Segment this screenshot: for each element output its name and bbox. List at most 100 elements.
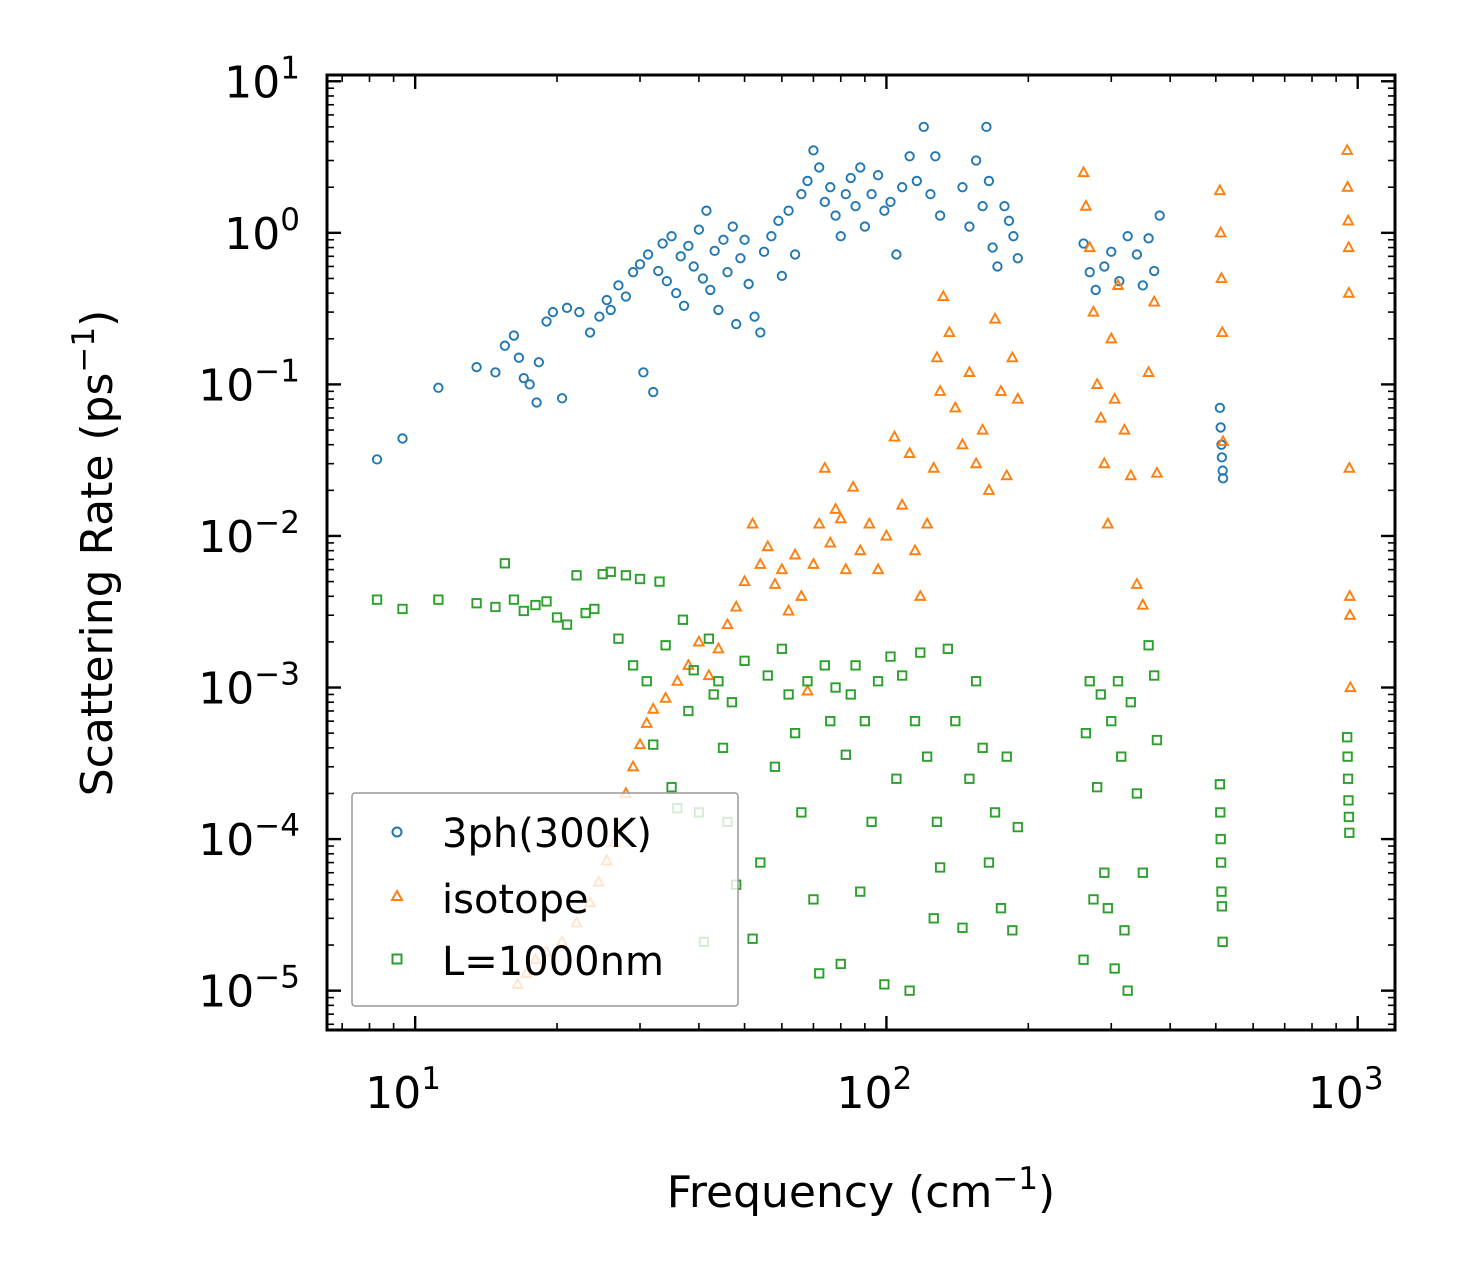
data-point [1215,833,1226,845]
data-point [371,594,383,605]
data-point [1216,901,1228,912]
data-point [1090,284,1101,296]
y-axis-label-exponent: −1 [66,327,102,373]
data-point [1122,985,1133,996]
data-point [1080,727,1092,739]
data-point [1007,925,1018,936]
data-point [1008,231,1019,242]
data-point [862,516,876,529]
data-point [897,182,908,193]
data-point [818,461,832,473]
axes-frame [325,73,1397,1032]
legend: 3ph(300K) isotope L=1000nm [351,792,739,1007]
data-point [580,607,591,619]
data-point [802,175,813,187]
data-point [957,182,968,193]
data-point [1343,680,1357,693]
svg-text:Frequency (cm−1): Frequency (cm−1) [667,1161,1055,1218]
data-point [551,612,563,623]
data-point [819,660,830,671]
data-point [819,196,830,208]
data-point [634,573,646,585]
data-point [994,384,1008,396]
data-point [508,330,520,341]
data-point [709,245,720,257]
data-point [1342,751,1353,762]
data-point [688,665,699,676]
data-point [1343,589,1357,601]
data-point [948,400,962,413]
plot-area [371,121,1357,996]
data-point [490,601,501,613]
data-point [1119,925,1130,936]
legend-item-3ph: 3ph(300K) [391,811,652,857]
data-point [918,121,929,133]
data-point [613,280,624,291]
legend-box [351,792,739,1007]
y-tick-label: 10−4 [198,808,300,866]
data-point [909,715,921,727]
data-point [747,933,758,944]
data-point [1077,165,1090,178]
y-tick-label: 10−1 [198,353,300,411]
data-point [648,386,659,398]
data-point [839,562,853,575]
data-point [976,422,990,435]
data-point [471,361,482,373]
data-point [1142,365,1155,377]
data-point [708,689,719,700]
data-point [1150,465,1164,478]
data-point [934,862,946,873]
data-point [776,270,788,282]
data-point [814,162,825,173]
data-point [755,327,766,338]
data-point [769,761,781,772]
data-point [693,224,705,235]
data-point [1149,265,1160,277]
data-point [1099,867,1110,878]
data-point [499,340,511,351]
data-point [866,188,877,200]
data-point [1106,715,1117,727]
legend-label-3ph: 3ph(300K) [442,811,652,857]
data-point [930,350,944,363]
data-point [561,619,573,630]
data-point [648,739,659,750]
data-point [1216,886,1227,897]
data-point [1215,271,1228,284]
data-point [934,210,946,221]
x-axis-label-close: ) [1038,1167,1055,1218]
data-point [1341,180,1355,192]
legend-marker-square [391,953,403,965]
data-point [782,603,795,616]
data-point [675,251,686,262]
data-point [788,547,802,560]
data-point [731,318,742,330]
data-point [1341,213,1355,226]
data-point [524,379,535,390]
data-point [1340,143,1354,155]
data-point [718,234,729,245]
data-point [1099,261,1110,272]
data-point [1084,676,1095,687]
data-point [1097,456,1111,469]
legend-label-isotope: isotope [442,877,589,923]
data-point [936,289,950,302]
data-point [983,857,995,868]
data-point [879,979,890,990]
data-point [859,715,871,727]
x-axis-label-exponent: −1 [992,1161,1038,1197]
svg-text:Scattering Rate (ps−1): Scattering Rate (ps−1) [66,310,123,797]
data-point [654,576,665,587]
data-point [1078,238,1089,249]
data-point [891,249,902,260]
data-point [871,562,885,575]
data-point [697,273,709,284]
data-point [812,516,826,529]
data-point [666,782,677,793]
data-point [977,200,988,212]
data-point [1088,894,1099,905]
data-point [1090,377,1104,389]
data-point [594,311,605,322]
data-point [666,231,677,242]
